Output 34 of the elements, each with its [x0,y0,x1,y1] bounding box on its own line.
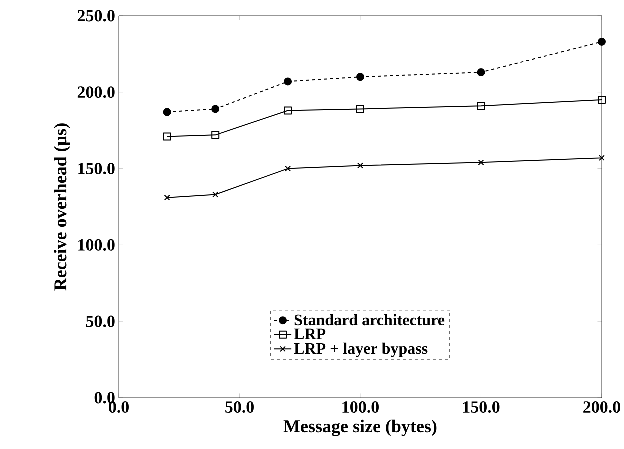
x-tick-label: 0.0 [109,402,129,414]
point [212,105,220,114]
point [599,155,605,162]
point [356,105,364,114]
point [284,106,292,115]
point [356,73,364,82]
point [163,132,172,141]
point [163,108,172,116]
y-tick-label: 150.0 [78,163,115,175]
point [212,192,219,198]
y-axis-title: Receive overhead (µs) [54,124,70,291]
legend-label: LRP [294,328,326,340]
point [164,194,170,201]
x-tick-label: 100.0 [342,402,379,414]
y-tick-label: 0.0 [94,392,115,404]
x-tick-label: 200.0 [584,402,620,414]
y-tick-label: 50.0 [86,316,115,328]
y-tick-label: 200.0 [78,86,115,98]
point [285,166,292,172]
x-tick-label: 50.0 [226,402,254,414]
point [212,131,220,140]
point [358,162,364,169]
y-tick-label: 100.0 [78,239,115,251]
point [477,68,486,77]
point [598,38,606,46]
x-axis-title: Message size (bytes) [284,420,437,436]
point [478,160,484,166]
point [477,102,486,110]
legend-label: LRP + layer bypass [294,342,428,358]
point [284,78,292,86]
y-tick-label: 250.0 [78,10,115,22]
point [598,96,606,104]
x-tick-label: 150.0 [463,402,500,414]
legend-label: Standard architecture [294,314,445,326]
